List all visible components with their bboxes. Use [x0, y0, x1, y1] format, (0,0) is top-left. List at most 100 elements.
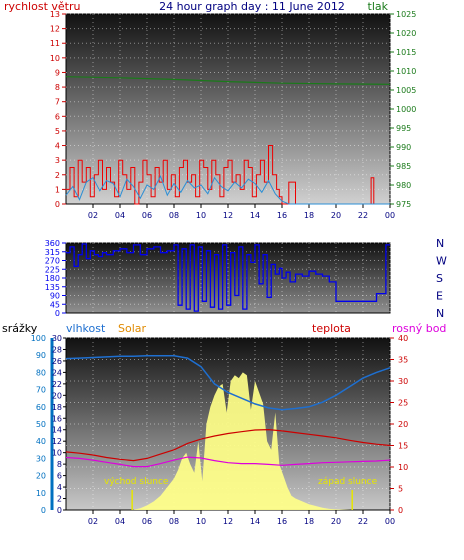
wind-ytick-label: 7: [55, 98, 60, 107]
hum-ytick-label: 26: [52, 357, 62, 366]
hum-xtick-label: 10: [196, 517, 206, 526]
hum-xtick-label: 12: [223, 517, 233, 526]
hum-xtick-label: 20: [331, 517, 341, 526]
wind-xtick-label: 20: [331, 211, 341, 220]
hum-ytick-label: 14: [52, 426, 62, 435]
pressure-line: [65, 76, 391, 85]
hum-xtick-label: 04: [115, 517, 125, 526]
temp-ytick-label: 0: [398, 506, 403, 515]
hum-ytick-label: 22: [52, 380, 62, 389]
temp-ytick-label: 15: [398, 442, 408, 451]
rain-ytick-label: 50: [36, 420, 46, 429]
wind-xtick-label: 14: [250, 211, 260, 220]
pressure-ytick-label: 980: [396, 181, 411, 190]
rain-ytick-label: 10: [36, 489, 46, 498]
wind-speed-line: [66, 145, 390, 205]
compass-label: N: [436, 237, 444, 250]
hum-ytick-label: 12: [52, 437, 62, 446]
dewpoint-axis-label: rosný bod: [392, 322, 446, 335]
humidity-line: [65, 355, 391, 411]
wind-xtick-label: 02: [88, 211, 98, 220]
wind-avg-line: [65, 174, 390, 205]
hum-xtick-label: 00: [385, 517, 395, 526]
rain-ytick-label: 30: [36, 454, 46, 463]
sunrise-label: východ slunce: [104, 477, 169, 487]
wind-ytick-label: 4: [55, 142, 60, 151]
rain-ytick-label: 40: [36, 437, 46, 446]
compass-label: N: [436, 307, 444, 320]
humidity-axis-label: vlhkost: [66, 322, 106, 335]
wind-xtick-label: 08: [169, 211, 179, 220]
wind-ytick-label: 2: [55, 171, 60, 180]
dir-ytick-label: 135: [45, 283, 60, 292]
hum-ytick-label: 4: [57, 483, 62, 492]
pressure-ytick-label: 1000: [396, 105, 416, 114]
hum-ytick-label: 20: [52, 391, 62, 400]
temp-ytick-label: 10: [398, 463, 408, 472]
wind-plot-area: [65, 13, 391, 205]
wind-xtick-label: 18: [304, 211, 314, 220]
wind-ytick-label: 1: [55, 185, 60, 194]
dir-ytick-label: 270: [45, 257, 60, 266]
hum-ytick-label: 16: [52, 414, 62, 423]
wind-ytick-label: 12: [50, 25, 60, 34]
hum-xtick-label: 18: [304, 517, 314, 526]
wind-ytick-label: 5: [55, 127, 60, 136]
wind-axis-label: rychlost větru: [4, 0, 80, 13]
hum-ytick-label: 0: [57, 506, 62, 515]
wind-ytick-label: 9: [55, 68, 60, 77]
hum-ytick-label: 18: [52, 403, 62, 412]
pressure-ytick-label: 985: [396, 162, 411, 171]
hum-xtick-label: 08: [169, 517, 179, 526]
temperature-line: [65, 428, 391, 462]
humidity-temperature-chart: 0102030405060708090100024681012141618202…: [31, 334, 408, 526]
temp-ytick-label: 20: [398, 420, 408, 429]
hum-ytick-label: 30: [52, 334, 62, 343]
dir-ytick-label: 0: [55, 309, 60, 318]
rain-ytick-label: 70: [36, 386, 46, 395]
hum-xtick-label: 22: [358, 517, 368, 526]
pressure-ytick-label: 995: [396, 124, 411, 133]
chart-title: 24 hour graph day : 11 June 2012: [159, 0, 345, 13]
wind-ytick-label: 8: [55, 83, 60, 92]
pressure-ytick-label: 1005: [396, 86, 416, 95]
hum-ytick-label: 28: [52, 345, 62, 354]
pressure-ytick-label: 990: [396, 143, 411, 152]
wind-xtick-label: 06: [142, 211, 152, 220]
solar-area: [132, 372, 353, 510]
hum-ytick-label: 8: [57, 460, 62, 469]
wind-ytick-label: 6: [55, 112, 60, 121]
dir-ytick-label: 90: [50, 292, 60, 301]
wind-ytick-label: 11: [50, 39, 60, 48]
temp-ytick-label: 40: [398, 334, 408, 343]
temp-ytick-label: 5: [398, 485, 403, 494]
wind-ytick-label: 10: [50, 54, 60, 63]
wind-ytick-label: 3: [55, 156, 60, 165]
rain-ytick-label: 60: [36, 403, 46, 412]
rain-axis-label: srážky: [2, 322, 38, 335]
wind-xtick-label: 16: [277, 211, 287, 220]
dir-ytick-label: 225: [45, 265, 60, 274]
wind-xtick-label: 04: [115, 211, 125, 220]
solar-axis-label: Solar: [118, 322, 147, 335]
pressure-ytick-label: 1010: [396, 67, 416, 76]
temperature-axis-label: teplota: [312, 322, 351, 335]
dir-ytick-label: 180: [45, 274, 60, 283]
temp-ytick-label: 35: [398, 356, 408, 365]
hum-xtick-label: 16: [277, 517, 287, 526]
rain-ytick-label: 100: [31, 334, 46, 343]
wind-ytick-label: 13: [50, 10, 60, 19]
dir-ytick-label: 45: [50, 300, 60, 309]
pressure-axis-label: tlak: [368, 0, 389, 13]
rain-ytick-label: 90: [36, 351, 46, 360]
compass-label: S: [436, 272, 443, 285]
hum-ytick-label: 10: [52, 449, 62, 458]
rain-ytick-label: 20: [36, 472, 46, 481]
wind-xtick-label: 12: [223, 211, 233, 220]
pressure-ytick-label: 1020: [396, 29, 416, 38]
hum-xtick-label: 06: [142, 517, 152, 526]
pressure-ytick-label: 975: [396, 200, 411, 209]
